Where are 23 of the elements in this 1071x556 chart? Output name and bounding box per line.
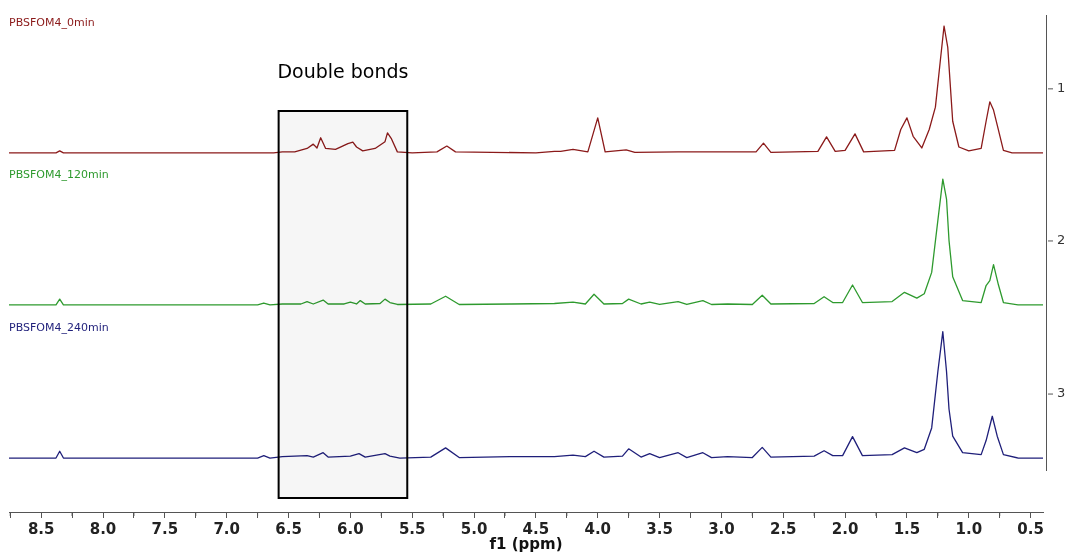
- x-tick-label: 6.5: [275, 519, 302, 538]
- x-tick-label: 7.5: [151, 519, 179, 538]
- x-tick-label: 0.5: [1017, 519, 1044, 538]
- text: 2: [1057, 232, 1066, 248]
- text: PBSFOM4_240min: [9, 320, 109, 334]
- text: 1: [1057, 80, 1066, 96]
- x-tick-label: 3.0: [708, 519, 735, 538]
- text: PBSFOM4_120min: [9, 167, 109, 181]
- x-tick-label: 2.5: [769, 519, 797, 538]
- x-tick-label: 2.0: [831, 519, 859, 538]
- x-tick-label: 8.5: [27, 519, 55, 538]
- x-tick-label: 7.0: [213, 519, 240, 538]
- x-tick-label: 6.0: [337, 519, 364, 538]
- x-tick-label: 5.5: [398, 519, 426, 538]
- band-label: Double bonds: [277, 59, 409, 82]
- x-tick-label: 4.0: [584, 519, 612, 538]
- x-tick-label: 3.5: [646, 519, 673, 538]
- text: PBSFOM4_0min: [9, 15, 95, 29]
- text: 3: [1057, 385, 1066, 401]
- x-tick-label: 5.0: [460, 519, 488, 538]
- x-tick-label: 8.0: [89, 519, 117, 538]
- x-tick-label: 1.0: [955, 519, 983, 538]
- x-tick-label: 1.5: [893, 519, 921, 538]
